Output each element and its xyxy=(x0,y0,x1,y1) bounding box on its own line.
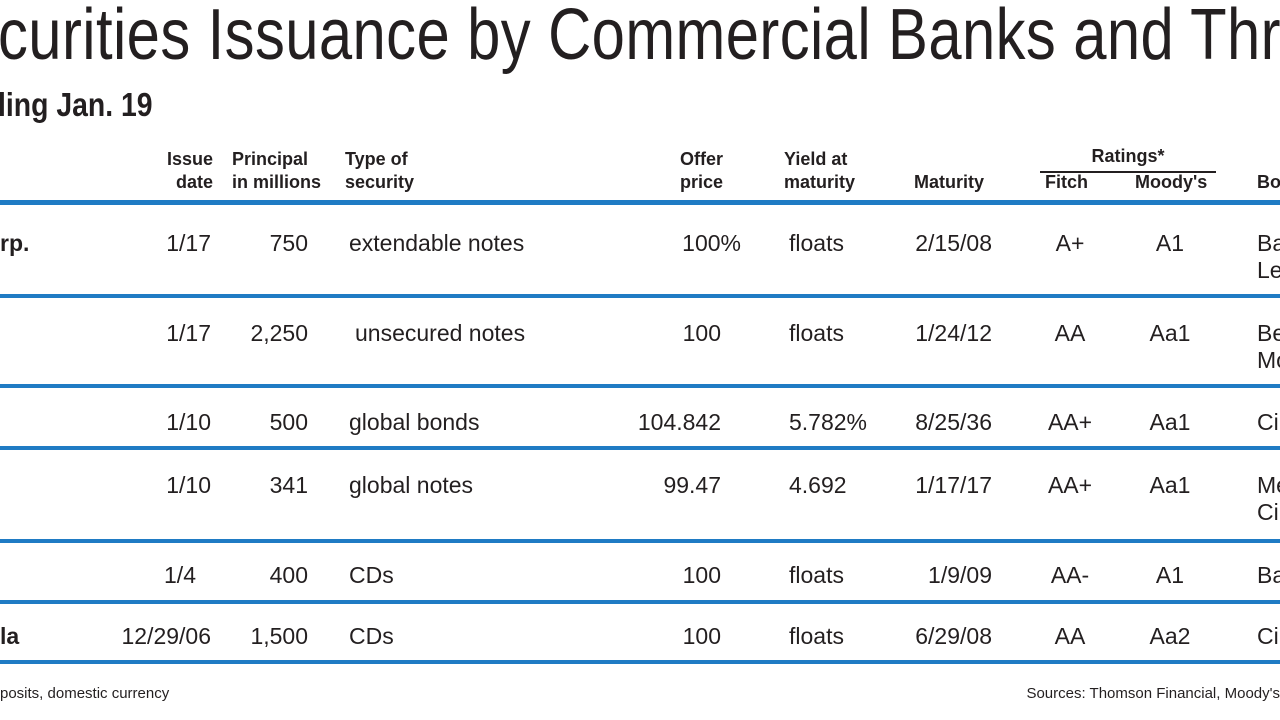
cell-type: CDs xyxy=(349,623,394,649)
header-ratings: Ratings* xyxy=(1091,146,1165,166)
cell-type: CDs xyxy=(349,562,394,588)
cell-moodys: Aa1 xyxy=(1149,409,1191,435)
cell-issue-date: 1/4 xyxy=(164,562,196,588)
cell-bookrunner: BeMo xyxy=(1257,320,1280,373)
cell-fitch: AA- xyxy=(1050,562,1090,588)
header-principal: Principal in millions xyxy=(232,149,322,192)
row-divider xyxy=(0,600,1280,604)
cell-offer-price: 100 xyxy=(682,623,721,649)
cell-yield: floats xyxy=(789,623,844,649)
cell-type: extendable notes xyxy=(349,230,525,256)
cell-moodys: A1 xyxy=(1155,562,1185,588)
cell-bookrunner: Ba Le xyxy=(1257,230,1280,283)
cell-principal: 2,250 xyxy=(250,320,308,346)
cell-maturity: 1/17/17 xyxy=(915,472,992,498)
cell-type: global notes xyxy=(349,472,474,498)
header-type-of-security: Type of security xyxy=(345,149,415,192)
cell-principal: 341 xyxy=(269,472,308,498)
page-subtitle: ling Jan. 19 xyxy=(0,86,153,123)
row-divider xyxy=(0,384,1280,388)
cell-fitch: AA+ xyxy=(1047,409,1093,435)
cell-moodys: Aa2 xyxy=(1149,623,1191,649)
cell-principal: 1,500 xyxy=(250,623,308,649)
cell-yield: floats xyxy=(789,320,844,346)
header-moodys: Moody's xyxy=(1135,172,1208,192)
header-fitch: Fitch xyxy=(1045,172,1088,192)
cell-fitch: A+ xyxy=(1055,230,1085,256)
header-yield-at-maturity: Yield at maturity xyxy=(784,149,856,192)
cell-issue-date: 1/10 xyxy=(166,409,211,435)
footnote-sources: Sources: Thomson Financial, Moody's xyxy=(1026,685,1280,702)
cell-maturity: 6/29/08 xyxy=(915,623,992,649)
cell-yield: floats xyxy=(789,562,844,588)
header-maturity: Maturity xyxy=(914,172,985,192)
cell-fitch: AA+ xyxy=(1047,472,1093,498)
cell-principal: 500 xyxy=(269,409,308,435)
cell-moodys: A1 xyxy=(1155,230,1185,256)
cell-principal: 750 xyxy=(269,230,308,256)
header-offer-price: Offer price xyxy=(679,149,723,192)
cell-fitch: AA xyxy=(1054,623,1086,649)
cell-maturity: 1/9/09 xyxy=(928,562,992,588)
cell-offer-price: 100% xyxy=(682,230,741,256)
cell-offer-price: 99.47 xyxy=(663,472,721,498)
page-title: curities Issuance by Commercial Banks an… xyxy=(0,0,1280,75)
cell-moodys: Aa1 xyxy=(1149,320,1191,346)
cell-bookrunner: Ci xyxy=(1257,623,1279,649)
cell-bookrunner: Ci xyxy=(1257,409,1279,435)
header-issue-date: Issue date xyxy=(166,149,213,192)
cell-yield: 5.782% xyxy=(789,409,868,435)
table-top-rule xyxy=(0,200,1280,205)
cell-name: la xyxy=(0,623,20,649)
cell-offer-price: 100 xyxy=(682,562,721,588)
cell-issue-date: 1/10 xyxy=(166,472,211,498)
cell-fitch: AA xyxy=(1054,320,1086,346)
cell-maturity: 2/15/08 xyxy=(915,230,992,256)
cell-maturity: 8/25/36 xyxy=(915,409,992,435)
cell-type: unsecured notes xyxy=(355,320,526,346)
cell-type: global bonds xyxy=(349,409,480,435)
cell-issue-date: 1/17 xyxy=(166,230,211,256)
footnote-left: posits, domestic currency xyxy=(0,685,170,702)
cell-offer-price: 104.842 xyxy=(637,409,721,435)
cell-yield: floats xyxy=(789,230,844,256)
cell-issue-date: 1/17 xyxy=(166,320,211,346)
row-divider xyxy=(0,446,1280,450)
row-divider xyxy=(0,539,1280,543)
cell-maturity: 1/24/12 xyxy=(915,320,992,346)
cell-offer-price: 100 xyxy=(682,320,721,346)
cell-bookrunner: Ba xyxy=(1257,562,1280,588)
table-bottom-rule xyxy=(0,660,1280,664)
cell-name: rp. xyxy=(0,230,30,256)
header-bookrunner: Bo xyxy=(1257,172,1280,192)
cell-issue-date: 12/29/06 xyxy=(121,623,211,649)
cell-yield: 4.692 xyxy=(789,472,847,498)
row-divider xyxy=(0,294,1280,298)
ratings-underline xyxy=(1040,171,1216,173)
cell-principal: 400 xyxy=(269,562,308,588)
cell-bookrunner: MeCi xyxy=(1257,472,1280,525)
cell-moodys: Aa1 xyxy=(1149,472,1191,498)
